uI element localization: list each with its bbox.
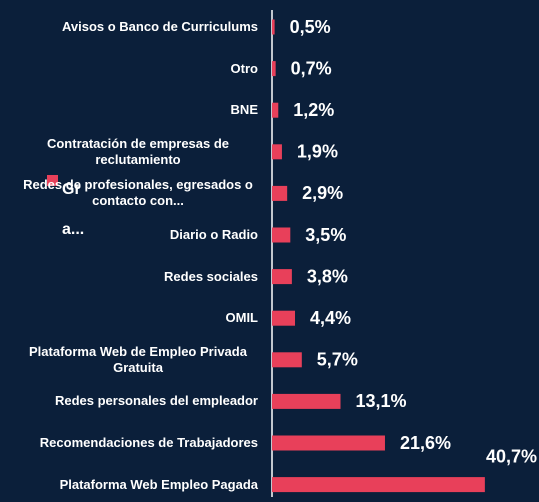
category-label: Recomendaciones de Trabajadores <box>8 435 258 451</box>
legend-label: Gr a... <box>62 181 85 238</box>
category-text: Otro <box>230 60 258 76</box>
value-label: 0,5% <box>290 17 331 37</box>
category-label: Redes personales del empleador <box>8 393 258 409</box>
bar <box>272 185 288 201</box>
category-text: Avisos o Banco de Curriculums <box>61 19 258 34</box>
category-label: Diario o Radio <box>8 227 258 243</box>
category-text: BNE <box>230 102 258 118</box>
bar <box>272 310 296 326</box>
bar <box>272 61 276 77</box>
category-text: Diario o Radio <box>169 227 258 242</box>
value-label: 1,9% <box>297 142 338 162</box>
category-text: Plataforma Web de Empleo Privada Gratuit… <box>29 343 247 375</box>
value-label: 1,2% <box>293 100 334 120</box>
bar <box>272 102 279 118</box>
bar <box>272 227 291 243</box>
value-label: 4,4% <box>310 308 351 328</box>
value-label: 3,8% <box>307 266 348 286</box>
category-text: OMIL <box>225 310 259 326</box>
category-label: Plataforma Web de Empleo Privada Gratuit… <box>8 344 258 376</box>
value-label: 40,7% <box>486 446 537 466</box>
value-label: 0,7% <box>291 58 332 78</box>
value-label: 3,5% <box>305 225 346 245</box>
category-text: Plataforma Web Empleo Pagada <box>59 476 258 492</box>
bar <box>272 269 292 285</box>
category-text: Contratación de empresas de reclutamient… <box>46 135 230 167</box>
category-label: BNE <box>8 102 258 118</box>
bar <box>272 352 302 368</box>
category-label: Avisos o Banco de Curriculums <box>8 19 258 35</box>
category-text: Redes personales del empleador <box>54 393 258 409</box>
bar <box>272 477 485 493</box>
category-label: Otro <box>8 61 258 77</box>
value-label: 21,6% <box>400 433 451 453</box>
bar <box>272 435 385 451</box>
value-label: 5,7% <box>317 350 358 370</box>
category-label: Contratación de empresas de reclutamient… <box>8 136 258 168</box>
category-label: Plataforma Web Empleo Pagada <box>8 477 258 493</box>
legend-swatch <box>47 175 58 186</box>
category-label: Redes de profesionales, egresados o cont… <box>8 177 258 209</box>
bar <box>272 19 275 35</box>
category-text: Redes de profesionales, egresados o cont… <box>23 177 253 209</box>
bar <box>272 393 341 409</box>
category-text: Redes sociales <box>164 268 258 284</box>
category-label: Redes sociales <box>8 269 258 285</box>
bar <box>272 144 282 160</box>
value-label: 13,1% <box>356 391 407 411</box>
category-label: OMIL <box>8 310 259 326</box>
value-label: 2,9% <box>302 183 343 203</box>
category-text: Recomendaciones de Trabajadores <box>39 435 258 450</box>
